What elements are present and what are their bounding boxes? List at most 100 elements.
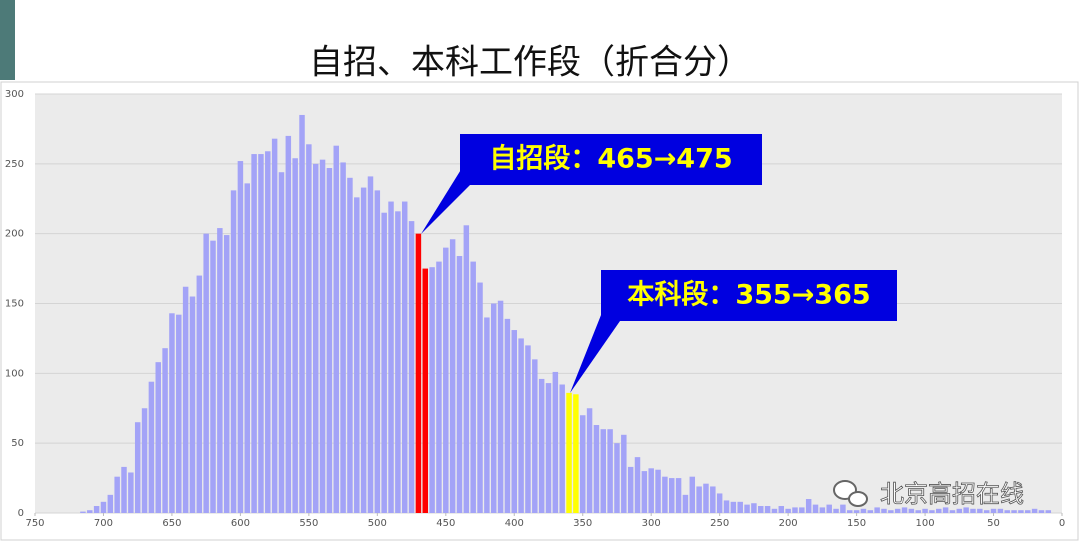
bar	[87, 510, 93, 513]
bar	[1031, 508, 1038, 513]
bar	[689, 476, 696, 513]
bar	[888, 510, 894, 513]
bar	[607, 429, 613, 513]
bar	[792, 507, 798, 513]
bar	[819, 507, 826, 513]
bar	[552, 371, 559, 513]
bar	[915, 510, 921, 513]
bar	[833, 508, 839, 513]
bar	[744, 504, 750, 513]
callout-pointer	[421, 168, 470, 234]
bar	[764, 506, 771, 513]
bar	[340, 162, 346, 514]
bar	[326, 168, 333, 514]
bar	[1045, 510, 1052, 513]
x-tick-label: 400	[505, 518, 524, 529]
bar	[230, 190, 237, 513]
bar	[812, 504, 819, 513]
bar	[155, 362, 161, 513]
bar	[977, 508, 983, 513]
bar	[449, 239, 456, 513]
bar	[730, 501, 737, 513]
bar	[422, 268, 428, 513]
bar	[443, 247, 449, 513]
bar	[518, 338, 524, 513]
bar	[860, 508, 867, 513]
bar	[641, 471, 648, 513]
bar	[990, 508, 997, 513]
x-tick-label: 700	[94, 518, 113, 529]
callout-pointer	[570, 305, 620, 393]
bar	[853, 510, 860, 513]
bar	[408, 221, 415, 513]
bar	[785, 508, 791, 513]
bar	[497, 300, 504, 513]
bar	[949, 510, 956, 513]
y-tick-label: 250	[5, 159, 24, 170]
bar	[415, 233, 422, 513]
bar	[251, 154, 257, 513]
y-tick-label: 0	[18, 508, 24, 519]
annotation: 自招段：465→475	[489, 143, 732, 175]
bar	[463, 225, 470, 513]
bar	[894, 508, 901, 513]
x-tick-label: 600	[231, 518, 250, 529]
bar	[134, 422, 141, 513]
x-tick-label: 550	[299, 518, 318, 529]
bar	[963, 507, 969, 513]
bar	[1038, 510, 1045, 513]
bar	[285, 135, 292, 513]
bar	[600, 429, 607, 513]
bar	[908, 508, 915, 513]
x-tick-label: 650	[162, 518, 181, 529]
bar	[1004, 510, 1010, 513]
watermark: 北京高招在线	[880, 480, 1024, 508]
bar	[182, 286, 189, 513]
bar	[141, 408, 148, 513]
bar	[196, 275, 203, 513]
y-tick-label: 100	[5, 368, 24, 379]
bar	[559, 384, 565, 513]
bar	[703, 483, 709, 513]
bar	[997, 508, 1004, 513]
bar	[675, 478, 682, 513]
x-tick-label: 250	[710, 518, 729, 529]
bar	[778, 506, 785, 513]
bar	[306, 144, 312, 513]
bar	[511, 330, 518, 513]
bar	[265, 151, 271, 513]
bar	[100, 501, 107, 513]
x-tick-label: 200	[779, 518, 798, 529]
bar	[162, 348, 168, 513]
bar	[593, 425, 600, 513]
bar	[586, 408, 593, 513]
bar	[436, 261, 442, 513]
bar	[388, 201, 394, 513]
bar	[374, 190, 381, 513]
bar	[312, 163, 319, 514]
x-tick-label: 500	[368, 518, 387, 529]
bars	[80, 114, 1052, 514]
bar	[80, 511, 86, 513]
bar	[189, 296, 196, 513]
bar	[758, 506, 764, 513]
bar	[532, 359, 538, 513]
bar	[1025, 510, 1031, 513]
annotation: 本科段：355→365	[627, 280, 870, 311]
bar	[477, 282, 483, 513]
bar	[983, 510, 990, 513]
x-tick-label: 100	[916, 518, 935, 529]
bar	[805, 499, 812, 513]
bar	[799, 507, 805, 513]
bar	[634, 457, 641, 513]
y-tick-label: 150	[5, 299, 24, 310]
bar	[655, 469, 661, 513]
bar	[271, 138, 278, 513]
bar	[93, 506, 100, 513]
bar	[401, 201, 408, 513]
bar	[614, 443, 620, 513]
watermark-icon	[833, 480, 868, 507]
bar	[901, 507, 908, 513]
bar	[278, 172, 285, 514]
